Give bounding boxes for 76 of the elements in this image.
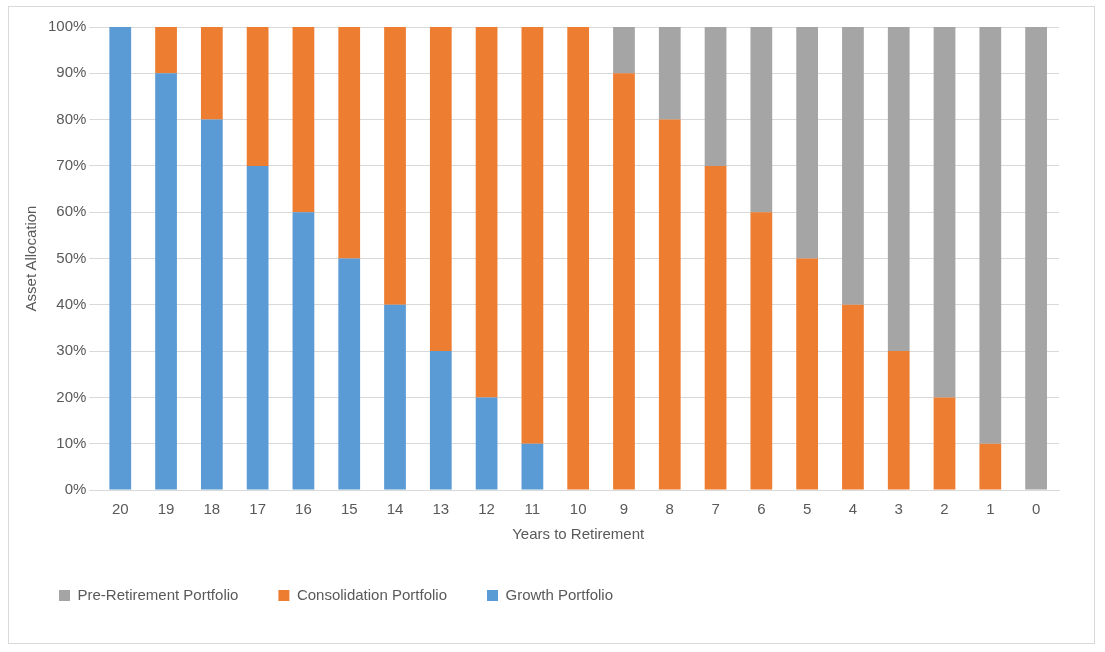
y-tick-label: 30% [56, 341, 87, 359]
bar [887, 27, 910, 352]
bar [338, 27, 361, 259]
x-tick-label: 5 [802, 500, 812, 518]
x-tick-label: 15 [340, 500, 358, 518]
bar [796, 27, 819, 259]
bar [384, 27, 406, 305]
bar [292, 212, 315, 490]
y-tick-label: 80% [56, 109, 87, 127]
bar [567, 27, 590, 490]
bar [475, 27, 498, 398]
x-tick-label: 14 [386, 500, 404, 518]
y-tick-label: 90% [56, 63, 87, 81]
y-tick-label: 40% [56, 294, 87, 312]
bar [429, 351, 452, 490]
bar [475, 397, 498, 490]
y-tick-label: 50% [56, 248, 87, 266]
bar [155, 27, 177, 74]
y-tick-label: 100% [47, 17, 87, 35]
bar [842, 304, 864, 490]
bar [704, 165, 727, 490]
x-tick-label: 16 [295, 500, 312, 518]
x-axis-title: Years to Retirement [512, 525, 646, 543]
bar [429, 27, 452, 352]
bar [155, 73, 177, 490]
x-tick-label: 9 [619, 500, 629, 518]
bar [200, 27, 223, 120]
bar [658, 119, 681, 490]
bar [246, 165, 269, 490]
bar [933, 27, 956, 398]
x-tick-label: 17 [249, 500, 266, 518]
bar [933, 397, 956, 490]
bar [796, 258, 819, 490]
bar [887, 351, 910, 490]
bar [521, 27, 544, 444]
legend-label: Growth Portfolio [505, 585, 614, 603]
y-axis-title: Asset Allocation [22, 205, 40, 312]
bar [338, 258, 361, 490]
y-tick-label: 60% [56, 202, 87, 220]
y-tick-label: 10% [56, 433, 87, 451]
bar [246, 27, 269, 166]
x-tick-label: 4 [848, 500, 858, 518]
x-tick-label: 8 [665, 500, 674, 518]
x-tick-label: 13 [432, 500, 450, 518]
x-tick-label: 0 [1031, 500, 1041, 518]
bar [292, 27, 315, 213]
bar [979, 27, 1002, 444]
bar [842, 27, 864, 305]
x-tick-label: 6 [757, 500, 766, 518]
x-tick-label: 11 [524, 500, 541, 518]
bar [521, 443, 544, 490]
bar [704, 27, 727, 166]
bar [613, 27, 635, 74]
y-tick-label: 0% [64, 480, 87, 498]
x-tick-label: 19 [157, 500, 175, 518]
legend-label: Consolidation Portfolio [296, 585, 447, 603]
bar [979, 443, 1002, 490]
x-tick-label: 2 [940, 500, 949, 518]
x-tick-label: 7 [711, 500, 720, 518]
bar [1025, 27, 1047, 490]
bar [750, 27, 773, 213]
bar [658, 27, 681, 120]
bar [613, 73, 635, 490]
x-tick-label: 1 [986, 500, 995, 518]
bar [750, 212, 773, 490]
legend-label: Pre-Retirement Portfolio [77, 585, 239, 603]
bar [109, 27, 132, 490]
x-tick-label: 12 [478, 500, 495, 518]
bar [384, 304, 406, 490]
x-tick-label: 10 [569, 500, 587, 518]
x-tick-label: 18 [203, 500, 221, 518]
y-tick-label: 20% [56, 387, 87, 405]
y-tick-label: 70% [56, 156, 87, 174]
bar [200, 119, 223, 490]
x-tick-label: 3 [894, 500, 903, 518]
x-tick-label: 20 [111, 500, 129, 518]
